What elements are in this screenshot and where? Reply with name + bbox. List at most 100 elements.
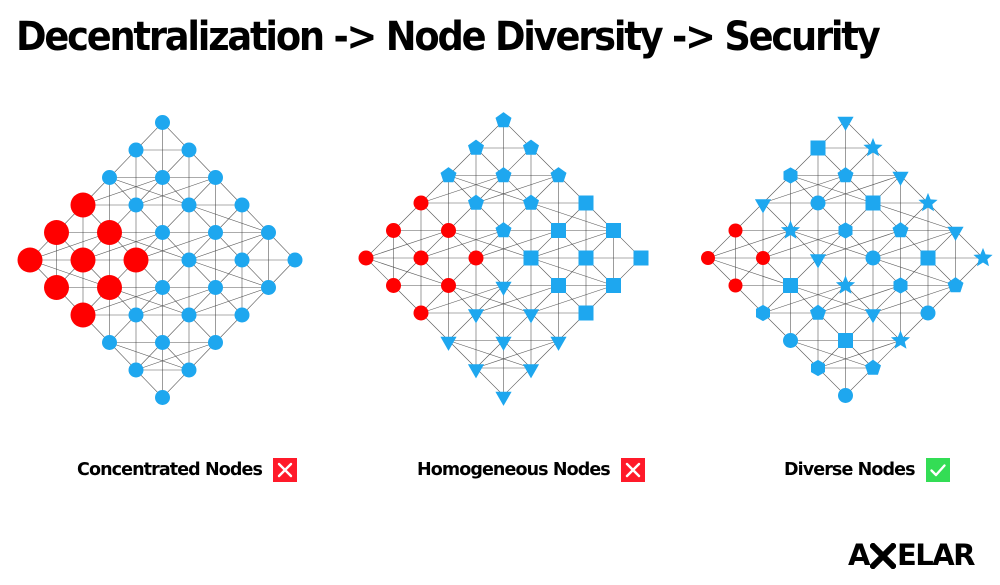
logo-text-start: A bbox=[848, 538, 870, 572]
blue-pentagon-node bbox=[468, 194, 484, 210]
red-node bbox=[413, 250, 429, 266]
blue-triangle-node bbox=[495, 336, 512, 351]
caption-homogeneous-label: Homogeneous Nodes bbox=[417, 460, 611, 480]
red-node bbox=[441, 278, 456, 293]
red-node bbox=[413, 195, 429, 211]
blue-square-node bbox=[920, 250, 936, 266]
blue-node bbox=[128, 307, 144, 323]
logo-text-end: ELAR bbox=[896, 538, 976, 572]
blue-star-node bbox=[780, 220, 801, 239]
caption-diverse: Diverse Nodes bbox=[784, 456, 950, 484]
red-node bbox=[441, 223, 456, 238]
red-node-large bbox=[17, 247, 43, 273]
blue-node bbox=[155, 390, 170, 405]
blue-node bbox=[128, 142, 144, 158]
axelar-logo: A ELAR bbox=[848, 538, 976, 572]
blue-square-node bbox=[551, 223, 566, 238]
blue-square-node bbox=[633, 250, 649, 266]
blue-hexagon-node bbox=[838, 222, 853, 239]
blue-pentagon-node bbox=[947, 277, 964, 293]
blue-node bbox=[234, 197, 250, 213]
blue-pentagon-node bbox=[440, 167, 457, 183]
caption-concentrated-label: Concentrated Nodes bbox=[77, 460, 263, 480]
blue-node bbox=[155, 225, 170, 240]
blue-pentagon-node bbox=[495, 112, 512, 128]
blue-square-node bbox=[838, 333, 853, 348]
blue-node bbox=[155, 170, 170, 185]
red-node bbox=[728, 223, 743, 238]
blue-triangle-node bbox=[440, 336, 457, 351]
blue-triangle-node bbox=[892, 171, 909, 186]
blue-pentagon-node bbox=[495, 222, 512, 238]
blue-pentagon-node bbox=[495, 167, 512, 183]
blue-node bbox=[181, 252, 197, 268]
blue-pentagon-node bbox=[523, 194, 539, 210]
blue-triangle-node bbox=[495, 391, 512, 406]
caption-homogeneous: Homogeneous Nodes bbox=[417, 456, 645, 484]
blue-node bbox=[155, 115, 170, 130]
network-panel-1 bbox=[17, 115, 303, 405]
blue-triangle-node bbox=[754, 199, 772, 214]
blue-hexagon-node bbox=[756, 304, 770, 322]
network-panel-3 bbox=[701, 116, 993, 403]
blue-node bbox=[287, 252, 303, 268]
blue-square-node bbox=[606, 223, 621, 238]
red-node bbox=[386, 278, 401, 293]
red-node-large bbox=[97, 220, 122, 245]
blue-star-node bbox=[835, 275, 856, 294]
blue-hexagon-node bbox=[811, 359, 825, 377]
blue-node bbox=[128, 362, 144, 378]
blue-triangle-node bbox=[809, 254, 827, 269]
network-panel-2 bbox=[358, 112, 649, 406]
blue-square-node bbox=[578, 195, 594, 211]
blue-node bbox=[208, 170, 223, 185]
blue-pentagon-node bbox=[837, 167, 854, 183]
x-mark-icon bbox=[272, 458, 297, 482]
red-node bbox=[358, 250, 374, 266]
blue-node bbox=[234, 307, 250, 323]
blue-square-node bbox=[606, 278, 621, 293]
blue-node bbox=[261, 225, 276, 240]
blue-node bbox=[261, 280, 276, 295]
red-node-large bbox=[44, 220, 69, 245]
red-node-large bbox=[70, 192, 96, 218]
red-node-large bbox=[44, 275, 69, 300]
red-node bbox=[756, 251, 770, 265]
blue-node bbox=[102, 170, 117, 185]
blue-node bbox=[181, 362, 197, 378]
blue-hexagon-node bbox=[783, 167, 798, 184]
blue-pentagon-node bbox=[810, 304, 826, 320]
red-node-large bbox=[123, 247, 149, 273]
x-mark-icon bbox=[620, 458, 645, 482]
blue-star-node bbox=[918, 192, 938, 212]
caption-concentrated: Concentrated Nodes bbox=[77, 456, 297, 484]
blue-node bbox=[234, 252, 250, 268]
blue-triangle-node bbox=[947, 226, 964, 241]
x-mark-icon bbox=[868, 541, 898, 571]
blue-triangle-node bbox=[522, 309, 540, 324]
red-node bbox=[468, 250, 484, 266]
blue-circle-node bbox=[865, 250, 881, 266]
network-nodes bbox=[17, 115, 303, 405]
red-node-large bbox=[70, 302, 96, 328]
blue-node bbox=[181, 197, 197, 213]
blue-node bbox=[181, 307, 197, 323]
blue-triangle-node bbox=[550, 336, 567, 351]
blue-square-node bbox=[523, 250, 539, 266]
page-title: Decentralization -> Node Diversity -> Se… bbox=[16, 14, 881, 60]
blue-node bbox=[208, 335, 223, 350]
blue-node bbox=[155, 335, 170, 350]
network-edges bbox=[707, 120, 984, 396]
blue-square-node bbox=[578, 305, 594, 321]
blue-triangle-node bbox=[522, 364, 540, 379]
blue-pentagon-node bbox=[523, 139, 539, 155]
network-nodes bbox=[358, 112, 649, 406]
red-node bbox=[413, 305, 429, 321]
blue-hexagon-node bbox=[893, 277, 908, 294]
blue-node bbox=[102, 335, 117, 350]
blue-node bbox=[181, 142, 197, 158]
caption-diverse-label: Diverse Nodes bbox=[784, 460, 915, 480]
network-diagrams bbox=[17, 112, 993, 406]
red-node bbox=[701, 251, 715, 265]
red-node bbox=[386, 223, 401, 238]
